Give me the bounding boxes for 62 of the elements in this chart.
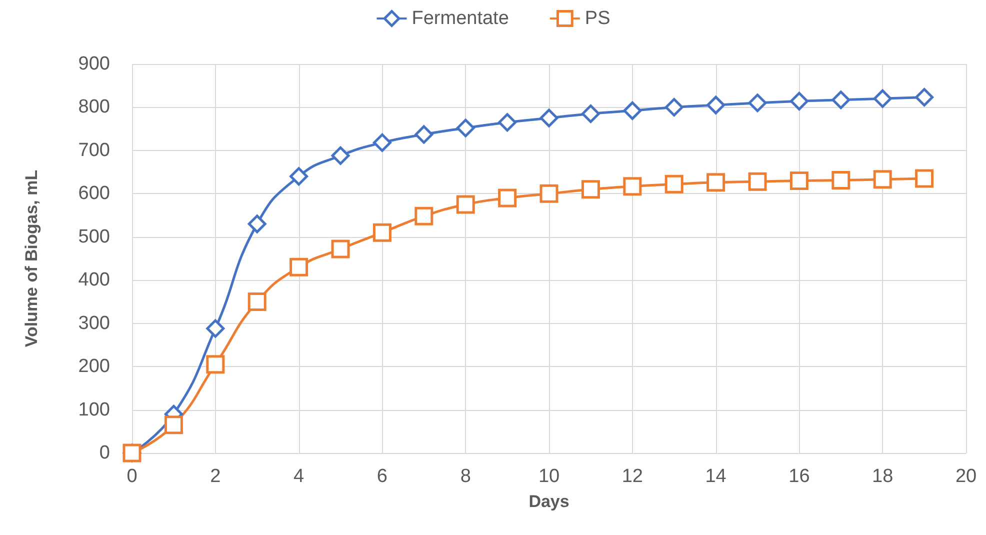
point — [331, 240, 350, 258]
point — [873, 170, 892, 189]
point — [206, 355, 225, 374]
x-tick-label: 10 — [538, 466, 560, 487]
legend-label: Fermentate — [412, 8, 509, 29]
point — [498, 113, 517, 132]
point — [664, 174, 684, 194]
x-tick-label: 6 — [376, 466, 388, 487]
y-tick-label: 0 — [99, 442, 110, 464]
y-tick-label: 100 — [78, 399, 110, 420]
point — [414, 206, 434, 226]
point — [581, 180, 600, 199]
point — [248, 292, 266, 311]
point — [581, 104, 600, 123]
y-tick-label: 300 — [78, 312, 110, 334]
point — [748, 94, 767, 112]
x-tick-label: 14 — [705, 466, 727, 487]
y-tick-label: 400 — [78, 270, 110, 291]
point — [248, 214, 266, 234]
y-tick-label: 800 — [78, 96, 110, 118]
point — [706, 173, 726, 192]
point — [372, 223, 392, 242]
point — [915, 88, 934, 107]
point — [664, 98, 684, 116]
y-axis-title: Volume of Biogas, mL — [22, 170, 41, 348]
point — [414, 125, 434, 144]
legend-label: PS — [584, 8, 610, 29]
point — [623, 177, 642, 196]
x-tick-label: 16 — [788, 466, 810, 487]
point — [372, 133, 392, 152]
point — [540, 184, 558, 203]
point — [790, 171, 808, 190]
point — [873, 89, 892, 108]
x-tick-label: 2 — [210, 466, 221, 487]
point — [540, 108, 558, 128]
point — [290, 167, 308, 186]
point — [164, 416, 183, 434]
point — [832, 171, 850, 190]
x-tick-label: 4 — [294, 466, 305, 487]
point — [915, 169, 934, 188]
point — [206, 319, 225, 338]
point — [832, 90, 850, 110]
point — [290, 258, 308, 276]
y-tick-label: 200 — [78, 356, 110, 378]
y-tick-label: 700 — [78, 140, 110, 161]
x-tick-label: 8 — [460, 466, 471, 487]
point — [456, 195, 475, 214]
y-tick-label: 600 — [78, 183, 110, 204]
x-axis-title: Days — [528, 492, 570, 511]
point — [456, 118, 475, 138]
point — [331, 146, 350, 165]
x-tick-label: 0 — [126, 466, 138, 487]
y-tick-label: 500 — [78, 226, 110, 248]
point — [706, 96, 726, 114]
y-tick-label: 900 — [78, 54, 110, 74]
point — [748, 172, 767, 191]
point — [790, 92, 808, 110]
x-tick-label: 12 — [622, 466, 643, 487]
x-tick-label: 18 — [872, 466, 894, 487]
point — [623, 101, 642, 120]
point — [498, 188, 517, 208]
x-tick-label: 20 — [955, 466, 977, 487]
